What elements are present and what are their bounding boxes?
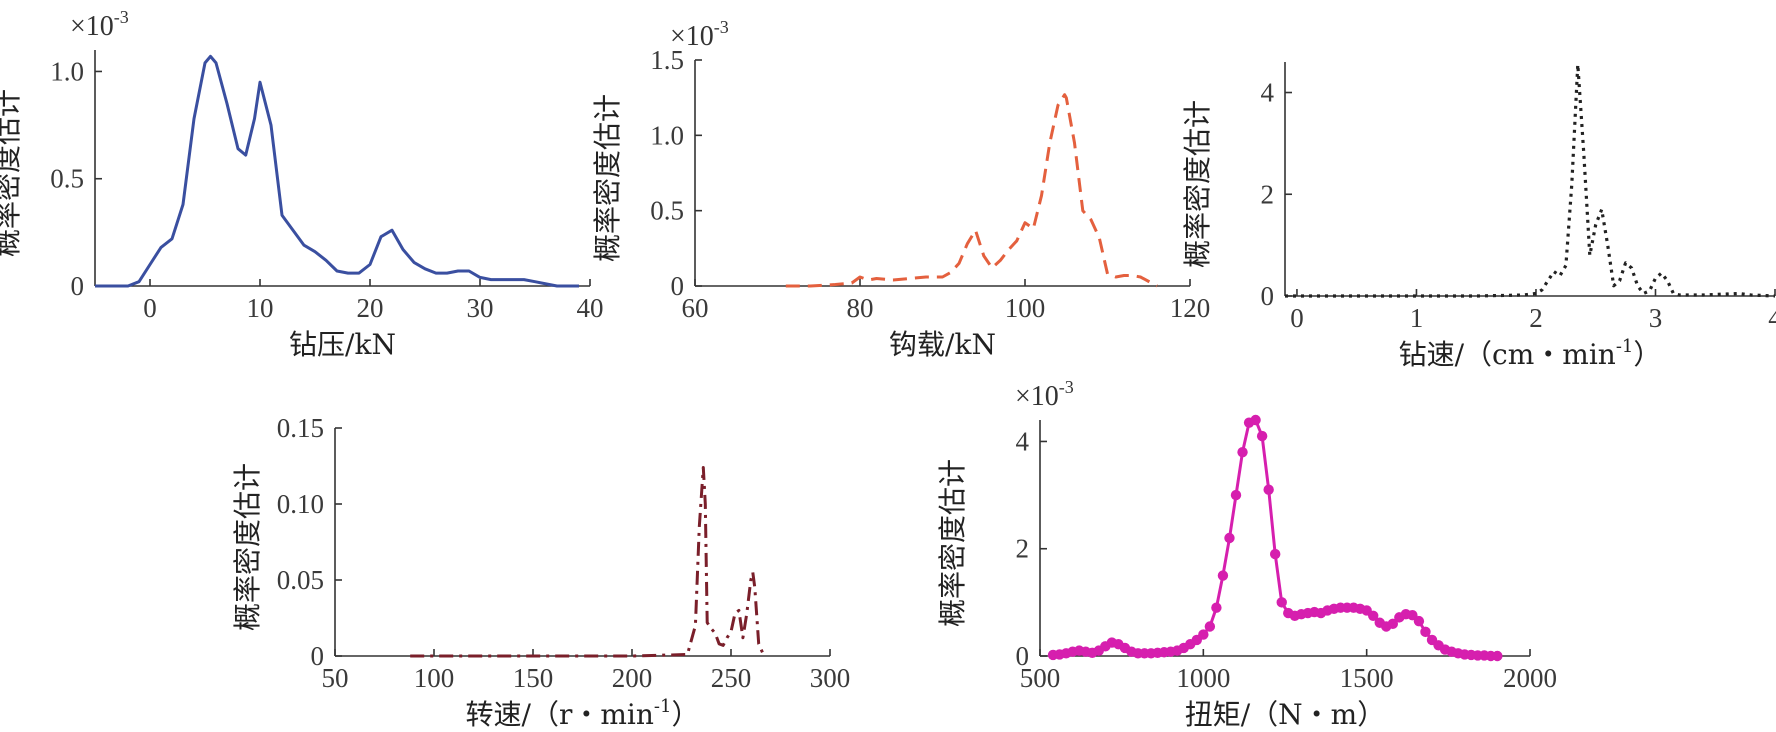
y-tick-label: 1.5 bbox=[650, 45, 684, 75]
data-point bbox=[1224, 532, 1235, 544]
series-line bbox=[95, 54, 579, 288]
x-tick-label: 250 bbox=[711, 663, 752, 693]
x-axis-label: 钻速/（cm・min-1） bbox=[1399, 336, 1662, 371]
data-point bbox=[1211, 602, 1222, 613]
x-tick-label: 500 bbox=[1020, 663, 1061, 693]
data-point bbox=[1237, 446, 1248, 458]
x-tick-label: 1500 bbox=[1340, 663, 1394, 693]
series-line bbox=[1052, 418, 1498, 658]
data-point bbox=[1492, 650, 1503, 662]
data-point bbox=[1217, 570, 1229, 581]
x-axis-label: 转速/（r・min-1） bbox=[466, 696, 700, 731]
x-axis-label: 扭矩/（N・m） bbox=[1185, 698, 1386, 731]
chart-panel-2: 60 80 100 120 0 0.5 1.0 1.5 钩载/kN 概率密度估计 ×10-3 bbox=[591, 17, 1210, 361]
chart-panel-4: 50 100 150 200 250 300 0 0.05 0.10 0.15 转速/（r・min-… bbox=[231, 413, 850, 731]
x-tick-label: 3 bbox=[1649, 303, 1663, 333]
x-tick-label: 2000 bbox=[1503, 663, 1557, 693]
x-axis-label: 钩载/kN bbox=[889, 328, 996, 361]
y-tick-label: 4 bbox=[1261, 78, 1275, 108]
data-point bbox=[1198, 629, 1209, 640]
axis-multiplier: ×10-3 bbox=[670, 17, 729, 52]
y-tick-label: 0.15 bbox=[277, 413, 324, 443]
chart-panel-5: 500 1000 1500 2000 0 2 4 扭矩/（N・m） 概率密度估计 ×10-3 bbox=[936, 377, 1557, 731]
data-point bbox=[1413, 615, 1425, 627]
y-tick-label: 0.10 bbox=[277, 489, 324, 519]
x-tick-label: 100 bbox=[414, 663, 455, 693]
data-point bbox=[1420, 626, 1431, 638]
data-point bbox=[1368, 610, 1379, 621]
chart-panel-1: 0 10 20 30 40 0 0.5 1.0 钻压/kN 概率密度估计 ×10-3 bbox=[0, 7, 604, 361]
x-tick-label: 300 bbox=[810, 663, 851, 693]
y-axis-label: 概率密度估计 bbox=[936, 459, 969, 627]
y-tick-label: 0 bbox=[1016, 641, 1030, 671]
y-tick-label: 0 bbox=[71, 271, 85, 301]
y-tick-label: 0 bbox=[671, 271, 685, 301]
y-tick-label: 0.5 bbox=[50, 164, 84, 194]
x-tick-label: 0 bbox=[1290, 303, 1304, 333]
data-point bbox=[1250, 414, 1261, 426]
series-line bbox=[410, 466, 768, 658]
data-point bbox=[1270, 548, 1281, 560]
chart-panel-3: 0 1 2 3 4 0 2 4 钻速/（cm・min-1） 概率密度估计 bbox=[1181, 62, 1776, 371]
x-tick-label: 1000 bbox=[1176, 663, 1230, 693]
y-tick-label: 0 bbox=[1261, 281, 1275, 311]
x-tick-label: 0 bbox=[143, 293, 157, 323]
x-tick-label: 20 bbox=[357, 293, 384, 323]
y-axis-label: 概率密度估计 bbox=[591, 94, 624, 262]
series-line bbox=[785, 93, 1158, 288]
y-tick-label: 0.05 bbox=[277, 565, 324, 595]
y-axis-label: 概率密度估计 bbox=[231, 463, 264, 631]
x-axis-label: 钻压/kN bbox=[289, 328, 396, 361]
y-tick-label: 1.0 bbox=[650, 120, 684, 150]
data-point bbox=[1256, 430, 1268, 442]
x-tick-label: 10 bbox=[247, 293, 274, 323]
x-tick-label: 60 bbox=[682, 293, 709, 323]
data-point bbox=[1387, 618, 1399, 630]
y-tick-label: 4 bbox=[1016, 426, 1030, 456]
x-tick-label: 4 bbox=[1768, 303, 1776, 333]
x-tick-label: 80 bbox=[847, 293, 874, 323]
x-tick-label: 40 bbox=[577, 293, 604, 323]
x-tick-label: 120 bbox=[1170, 293, 1211, 323]
data-point bbox=[1276, 597, 1287, 608]
x-tick-label: 30 bbox=[467, 293, 494, 323]
y-tick-label: 2 bbox=[1016, 534, 1030, 564]
data-point bbox=[1204, 621, 1216, 632]
x-tick-label: 150 bbox=[513, 663, 554, 693]
y-tick-label: 2 bbox=[1261, 179, 1275, 209]
y-tick-label: 0.5 bbox=[650, 196, 684, 226]
data-point bbox=[1230, 489, 1242, 501]
axis-multiplier: ×10-3 bbox=[70, 7, 129, 42]
y-axis-label: 概率密度估计 bbox=[0, 89, 24, 257]
x-tick-label: 1 bbox=[1410, 303, 1424, 333]
x-tick-label: 200 bbox=[612, 663, 653, 693]
x-tick-label: 50 bbox=[322, 663, 349, 693]
series-line bbox=[1285, 62, 1776, 298]
y-tick-label: 1.0 bbox=[50, 56, 84, 86]
x-tick-label: 100 bbox=[1005, 293, 1046, 323]
y-tick-label: 0 bbox=[311, 641, 325, 671]
data-point bbox=[1263, 484, 1274, 495]
axis-multiplier: ×10-3 bbox=[1015, 377, 1074, 412]
x-tick-label: 2 bbox=[1529, 303, 1543, 333]
y-axis-label: 概率密度估计 bbox=[1181, 100, 1214, 268]
